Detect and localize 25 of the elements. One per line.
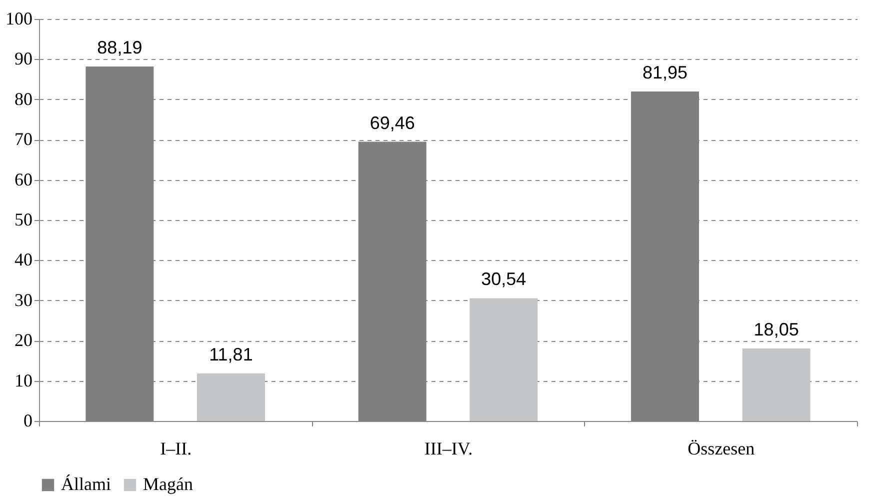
y-tick-label: 30 xyxy=(14,290,32,310)
data-label: 88,19 xyxy=(97,37,142,58)
x-tick-label: I–II. xyxy=(160,438,192,458)
y-tick-label: 80 xyxy=(14,88,32,109)
y-tick-label: 0 xyxy=(24,410,32,430)
data-label: 11,81 xyxy=(209,344,253,365)
data-label: 18,05 xyxy=(754,319,799,340)
legend-label: Magán xyxy=(143,474,193,494)
bar xyxy=(196,374,265,421)
data-label: 30,54 xyxy=(481,269,526,290)
legend-label: Állami xyxy=(61,474,111,494)
y-tick-label: 40 xyxy=(14,250,32,270)
y-tick-label: 90 xyxy=(14,48,32,69)
y-tick-label: 10 xyxy=(14,370,32,390)
bar xyxy=(470,298,538,421)
y-tick-label: 20 xyxy=(14,330,32,350)
data-label: 69,46 xyxy=(370,112,415,133)
bar xyxy=(742,348,810,421)
y-tick-label: 60 xyxy=(14,169,32,190)
y-tick-label: 50 xyxy=(14,210,32,230)
y-tick-label: 70 xyxy=(14,129,32,150)
x-tick-label: Összesen xyxy=(688,438,755,458)
x-tick-label: III–IV. xyxy=(424,438,473,458)
data-label: 81,95 xyxy=(642,62,688,83)
y-tick-label: 100 xyxy=(6,8,32,28)
